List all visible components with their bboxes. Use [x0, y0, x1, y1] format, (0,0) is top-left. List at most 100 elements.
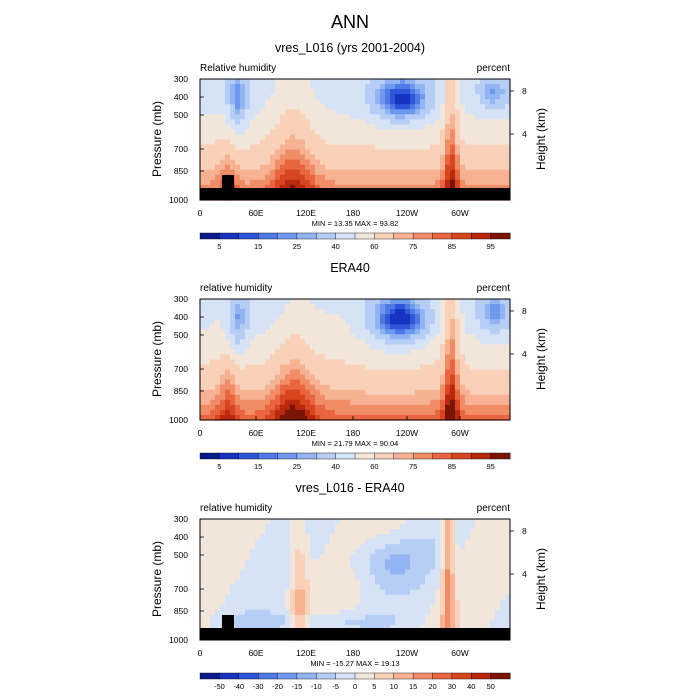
heatmap-cell: [370, 334, 376, 340]
heatmap-cell: [330, 169, 336, 176]
plot-frame: [199, 518, 511, 641]
heatmap-cell: [390, 519, 396, 525]
heatmap-cell: [500, 344, 506, 351]
heatmap-cell: [210, 374, 216, 381]
heatmap-cell: [295, 304, 301, 310]
heatmap-cell: [460, 99, 466, 105]
heatmap-cell: [375, 179, 381, 186]
heatmap-cell: [245, 174, 251, 181]
heatmap-cell: [225, 154, 231, 161]
heatmap-cell: [445, 399, 451, 406]
heatmap-cell: [285, 604, 291, 611]
heatmap-cell: [255, 544, 261, 550]
heatmap-cell: [470, 79, 476, 85]
heatmap-cell: [305, 94, 311, 100]
heatmap-cell: [330, 399, 336, 406]
heatmap-cell: [455, 149, 461, 156]
heatmap-cell: [470, 564, 476, 571]
heatmap-cell: [290, 354, 296, 361]
heatmap-cell: [455, 614, 461, 621]
heatmap-cell: [470, 144, 476, 151]
heatmap-cell: [215, 329, 221, 335]
heatmap-cell: [250, 319, 256, 325]
heatmap-cell: [240, 159, 246, 166]
heatmap-cell: [235, 304, 241, 310]
colorbar-swatch: [219, 672, 240, 680]
heatmap-cell: [285, 399, 291, 406]
heatmap-cell: [215, 359, 221, 366]
heatmap-cell: [350, 599, 356, 606]
heatmap-cell: [400, 544, 406, 550]
heatmap-cell: [235, 379, 241, 386]
heatmap-cell: [200, 309, 206, 315]
heatmap-cell: [470, 314, 476, 320]
heatmap-cell: [215, 154, 221, 161]
heatmap-cell: [300, 364, 306, 371]
heatmap-cell: [280, 539, 286, 545]
heatmap-cell: [410, 174, 416, 181]
heatmap-cell: [245, 409, 251, 416]
heatmap-cell: [490, 349, 496, 356]
heatmap-cell: [265, 174, 271, 181]
heatmap-cell: [230, 369, 236, 376]
heatmap-cell: [360, 159, 366, 166]
heatmap-cell: [205, 359, 211, 366]
heatmap-cell: [375, 354, 381, 361]
heatmap-cell: [340, 94, 346, 100]
heatmap-cell: [450, 374, 456, 381]
heatmap-cell: [385, 329, 391, 335]
heatmap-cell: [455, 334, 461, 340]
heatmap-cell: [220, 559, 226, 565]
heatmap-cell: [200, 124, 206, 131]
heatmap-cell: [280, 574, 286, 581]
heatmap-cell: [290, 374, 296, 381]
heatmap-cell: [390, 349, 396, 356]
heatmap-cell: [320, 384, 326, 391]
heatmap-cell: [465, 619, 471, 626]
heatmap-cell: [390, 369, 396, 376]
heatmap-cell: [245, 309, 251, 315]
heatmap-cell: [275, 569, 281, 576]
heatmap-cell: [475, 169, 481, 176]
heatmap-cell: [370, 394, 376, 401]
heatmap-cell: [275, 594, 281, 601]
heatmap-cell: [495, 99, 501, 105]
heatmap-cell: [330, 314, 336, 320]
colorbar-label: 5: [372, 682, 376, 691]
heatmap-cell: [285, 309, 291, 315]
colorbar-swatch: [316, 672, 337, 680]
heatmap-cell: [310, 549, 316, 555]
heatmap-cell: [395, 594, 401, 601]
heatmap-cell: [305, 359, 311, 366]
heatmap-cell: [370, 404, 376, 411]
heatmap-cell: [205, 134, 211, 141]
heatmap-cell: [480, 409, 486, 416]
heatmap-cell: [385, 99, 391, 105]
heatmap-cell: [320, 99, 326, 105]
heatmap-cell: [260, 164, 266, 171]
heatmap-cell: [450, 559, 456, 565]
heatmap-cell: [350, 169, 356, 176]
heatmap-cell: [340, 534, 346, 540]
heatmap-cell: [320, 374, 326, 381]
heatmap-cell: [490, 169, 496, 176]
heatmap-cell: [450, 339, 456, 345]
heatmap-cell: [250, 344, 256, 351]
heatmap-cell: [210, 589, 216, 596]
heatmap-cell: [340, 599, 346, 606]
heatmap-cell: [465, 169, 471, 176]
heatmap-cell: [305, 99, 311, 105]
panel-title: vres_L016 - ERA40: [295, 481, 404, 495]
heatmap-cell: [320, 579, 326, 586]
heatmap-cell: [460, 374, 466, 381]
heatmap-cell: [400, 164, 406, 171]
heatmap-cell: [415, 184, 421, 191]
heatmap-cell: [255, 409, 261, 416]
heatmap-cell: [215, 534, 221, 540]
heatmap-cell: [285, 379, 291, 386]
heatmap-cell: [315, 339, 321, 345]
heatmap-cell: [205, 619, 211, 626]
heatmap-cell: [440, 584, 446, 591]
heatmap-cell: [405, 359, 411, 366]
heatmap-cell: [430, 309, 436, 315]
